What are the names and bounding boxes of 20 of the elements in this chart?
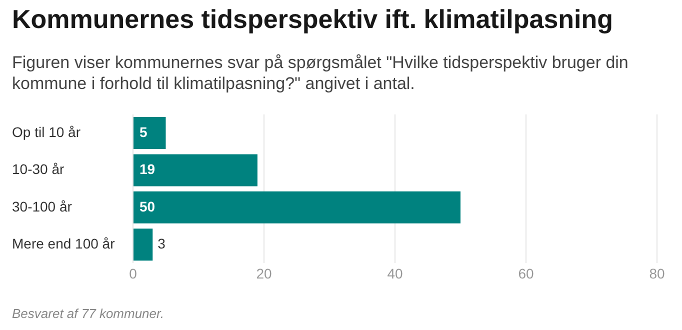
x-tick-label: 0 — [129, 265, 138, 282]
text: Besvaret af 77 kommuner. — [12, 306, 164, 321]
x-tick-label: 20 — [256, 265, 272, 282]
data-label: 3 — [158, 235, 166, 252]
data-label: 5 — [140, 124, 148, 140]
data-label: 50 — [140, 198, 156, 214]
y-tick-label: Mere end 100 år — [12, 235, 116, 252]
bar — [134, 117, 166, 149]
chart-subtitle: Figuren viser kommunernes svar på spørgsmålet "Hvilke tidsperspektiv bruger din kommune i forhold til klimatilpasning?" angivet i antal. — [12, 52, 630, 94]
y-tick-label: 10-30 år — [12, 161, 64, 178]
y-tick-label: 30-100 år — [12, 198, 72, 214]
y-tick-label: Op til 10 år — [12, 124, 81, 140]
x-tick-label: 60 — [518, 265, 534, 282]
chart-title: Kommunernes tidsperspektiv ift. klimatilpasning — [12, 4, 614, 35]
bar — [134, 154, 258, 186]
data-label: 19 — [140, 161, 156, 178]
x-tick-label: 80 — [649, 265, 665, 282]
bar — [134, 228, 153, 261]
x-tick-label: 40 — [387, 265, 403, 282]
bar — [134, 191, 460, 224]
